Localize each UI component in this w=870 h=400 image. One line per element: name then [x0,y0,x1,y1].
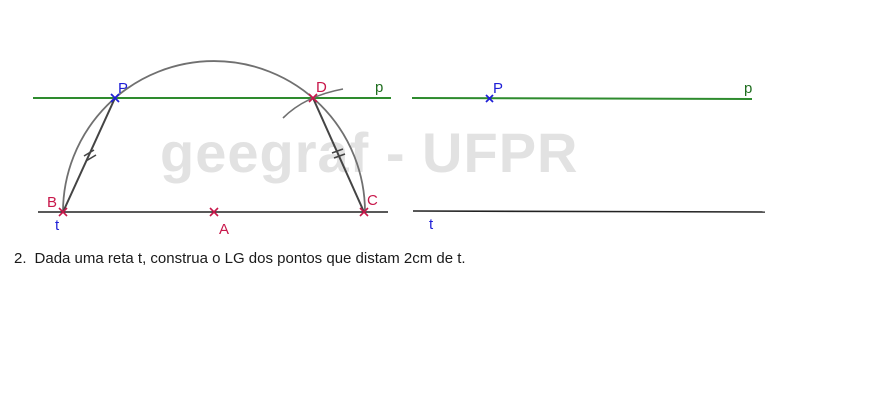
line-t-blank [413,211,765,212]
exercise-number: 2. [14,250,27,267]
watermark-text: geegraf - UFPR [160,121,579,184]
label-point-d: D [316,79,327,96]
label-point-b: B [47,194,57,211]
segment-bp [63,98,115,212]
label-line-p: p [375,79,383,96]
label-line-t: t [55,217,60,234]
equal-tick-marks-bp [84,150,96,161]
geometry-figure: geegraf - UFPR [0,0,870,240]
arc-near-d [283,89,343,118]
line-p-blank [412,98,752,99]
label-point-p-blank: P [493,80,503,97]
exercise-text: Dada uma reta t, construa o LG dos ponto… [35,250,466,267]
label-point-p: P [118,80,128,97]
label-point-a: A [219,221,229,238]
label-line-p-blank: p [744,80,752,97]
label-point-c: C [367,192,378,209]
exercise-statement: 2. Dada uma reta t, construa o LG dos pon… [14,250,466,267]
label-line-t-blank: t [429,216,434,233]
